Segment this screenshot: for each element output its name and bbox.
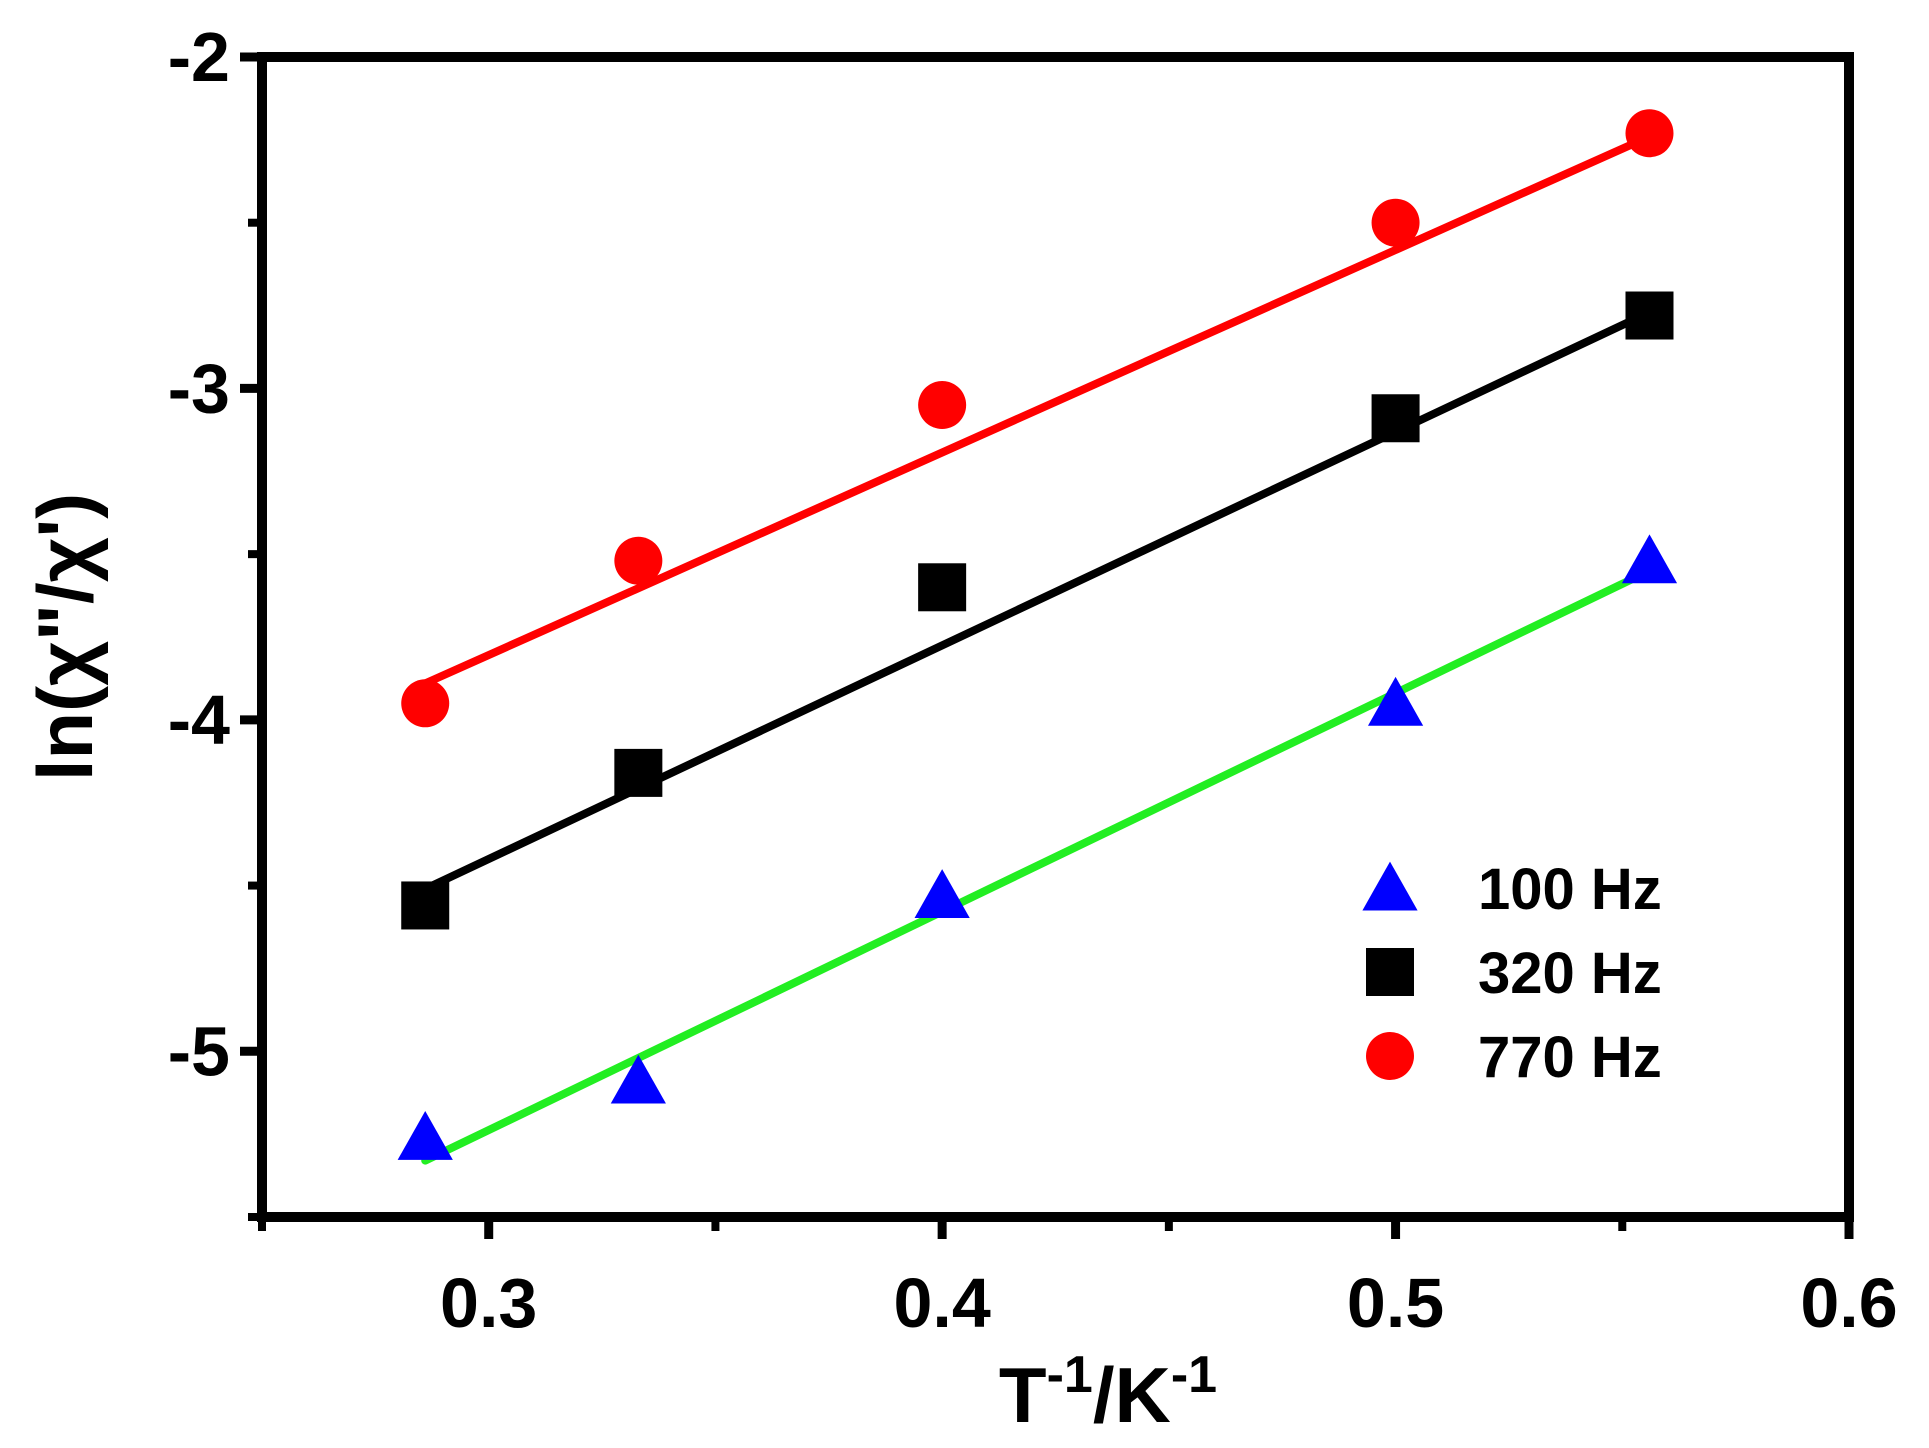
x-tick-label: 0.6 xyxy=(1800,1264,1897,1342)
data-point-770-hz-1 xyxy=(614,536,663,585)
y-axis-title: ln(χ"/χ') xyxy=(21,493,109,781)
data-markers xyxy=(397,109,1678,1160)
y-tick-label: -3 xyxy=(168,349,230,427)
data-point-320-hz-2 xyxy=(918,563,967,612)
x-axis-title-sup1: -1 xyxy=(1047,1346,1093,1404)
legend-marker-770-hz xyxy=(1366,1032,1414,1080)
legend-label-320-hz: 320 Hz xyxy=(1478,941,1662,1006)
x-tick-label: 0.4 xyxy=(893,1264,990,1342)
fit-lines xyxy=(421,132,1654,1165)
data-point-100-hz-3 xyxy=(1367,676,1424,726)
x-axis-title-mid: /K xyxy=(1093,1351,1171,1439)
data-point-320-hz-4 xyxy=(1625,291,1674,340)
data-point-770-hz-0 xyxy=(401,679,450,728)
legend: 100 Hz 320 Hz 770 Hz xyxy=(1362,857,1662,1090)
x-axis-title-base: T xyxy=(999,1351,1047,1439)
plot-frame xyxy=(257,52,1854,1222)
x-axis-title-sup2: -1 xyxy=(1171,1346,1217,1404)
y-tick-label: -5 xyxy=(168,1012,230,1090)
y-tick-label: -4 xyxy=(168,681,230,759)
fit-line-770-hz xyxy=(421,132,1654,688)
data-point-100-hz-1 xyxy=(610,1054,666,1104)
y-tick-label: -2 xyxy=(168,18,230,96)
data-point-320-hz-3 xyxy=(1371,394,1420,443)
x-axis-title: T-1/K-1 xyxy=(999,1346,1217,1439)
x-tick-label: 0.3 xyxy=(440,1264,537,1342)
data-point-320-hz-1 xyxy=(614,748,663,797)
data-point-770-hz-2 xyxy=(918,381,967,429)
data-point-320-hz-0 xyxy=(401,881,450,930)
data-point-100-hz-0 xyxy=(397,1111,453,1160)
x-tick-label: 0.5 xyxy=(1347,1264,1444,1342)
legend-marker-320-hz xyxy=(1366,948,1414,996)
data-point-100-hz-4 xyxy=(1621,534,1678,584)
data-point-770-hz-3 xyxy=(1371,198,1420,247)
y-axis-ticks: -2 -3 -4 -5 xyxy=(168,18,262,1221)
fit-line-100-hz xyxy=(421,566,1654,1165)
data-point-100-hz-2 xyxy=(914,869,970,918)
x-axis-ticks: 0.3 0.4 0.5 0.6 xyxy=(258,1217,1898,1342)
legend-label-100-hz: 100 Hz xyxy=(1478,857,1662,922)
legend-marker-100-hz xyxy=(1362,861,1418,911)
legend-label-770-hz: 770 Hz xyxy=(1478,1025,1662,1090)
data-point-770-hz-4 xyxy=(1625,109,1674,158)
